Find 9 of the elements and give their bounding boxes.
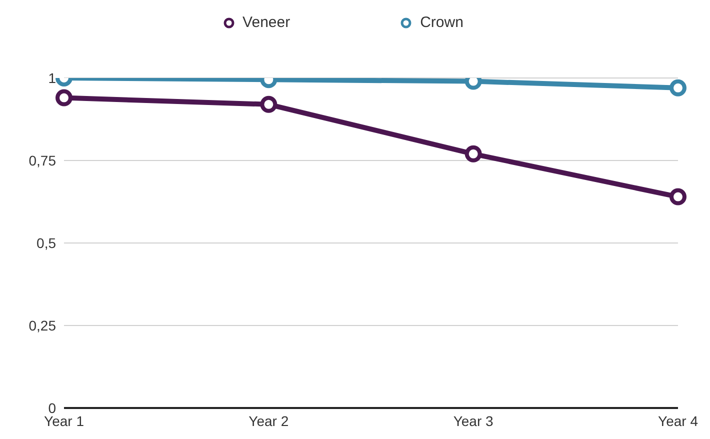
legend-label: Crown [419,14,464,31]
x-tick-label: Year 4 [658,412,698,429]
x-tick-label: Year 3 [453,412,494,429]
y-tick-label: 1 [48,70,56,86]
legend-label: Veneer [242,14,290,31]
x-tick-label: Year 2 [248,412,289,429]
y-tick-label: 0,25 [28,317,56,334]
y-tick-label: 0,75 [28,152,56,168]
y-tick-label: 0,5 [36,234,56,251]
